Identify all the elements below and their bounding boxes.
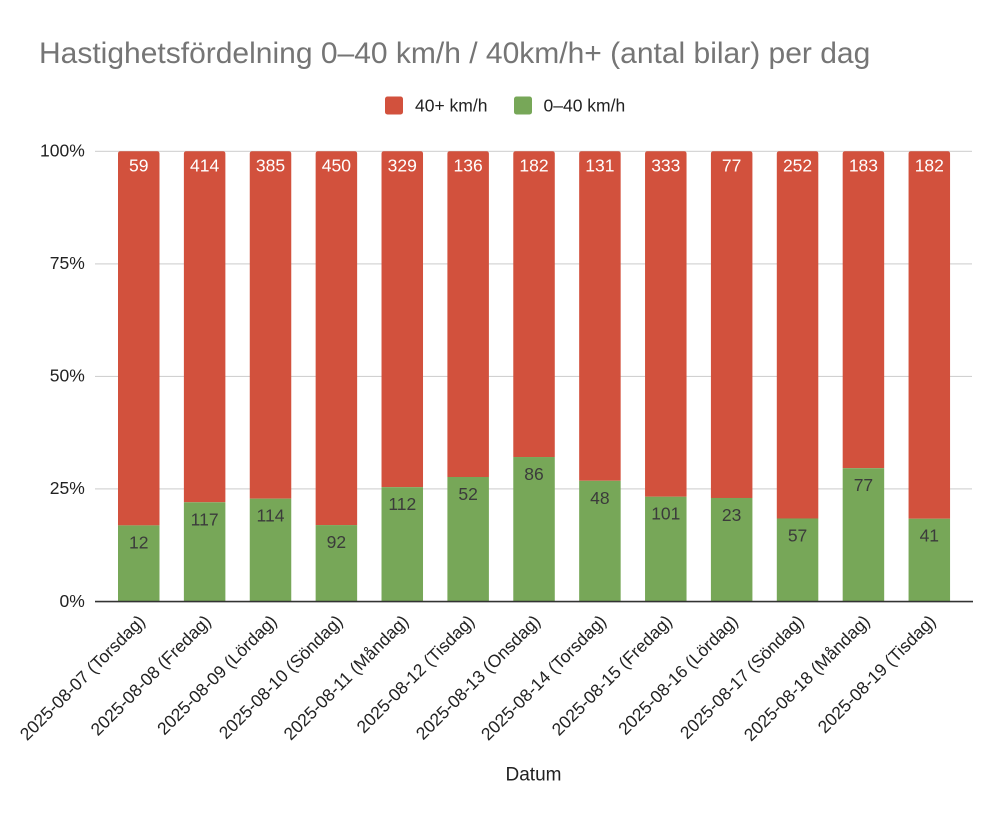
- svg-text:86: 86: [524, 464, 543, 484]
- svg-text:57: 57: [788, 526, 807, 546]
- svg-text:50%: 50%: [50, 366, 85, 386]
- svg-text:100%: 100%: [40, 141, 85, 161]
- svg-text:23: 23: [722, 505, 741, 525]
- svg-text:59: 59: [129, 156, 148, 176]
- svg-text:75%: 75%: [50, 253, 85, 273]
- svg-text:101: 101: [651, 504, 680, 524]
- svg-text:183: 183: [849, 156, 878, 176]
- svg-text:Datum: Datum: [506, 765, 562, 786]
- svg-text:0–40 km/h: 0–40 km/h: [544, 96, 626, 116]
- svg-text:25%: 25%: [50, 478, 85, 498]
- svg-text:131: 131: [585, 156, 614, 176]
- svg-text:12: 12: [129, 532, 148, 552]
- svg-text:450: 450: [322, 156, 351, 176]
- svg-text:333: 333: [651, 156, 680, 176]
- svg-text:114: 114: [257, 506, 285, 526]
- svg-text:77: 77: [854, 475, 873, 495]
- svg-text:77: 77: [722, 156, 741, 176]
- svg-text:252: 252: [783, 156, 812, 176]
- svg-text:Hastighetsfördelning 0–40 km/h: Hastighetsfördelning 0–40 km/h / 40km/h+…: [39, 37, 870, 70]
- svg-text:414: 414: [190, 156, 219, 176]
- svg-text:182: 182: [519, 156, 548, 176]
- svg-text:385: 385: [256, 156, 285, 176]
- svg-text:329: 329: [388, 156, 417, 176]
- svg-text:0%: 0%: [60, 591, 85, 611]
- svg-text:182: 182: [915, 156, 944, 176]
- svg-text:48: 48: [590, 488, 609, 508]
- svg-text:40+ km/h: 40+ km/h: [415, 96, 487, 116]
- svg-text:136: 136: [454, 156, 483, 176]
- svg-text:92: 92: [327, 532, 346, 552]
- svg-text:112: 112: [388, 494, 416, 514]
- svg-text:52: 52: [458, 484, 477, 504]
- svg-text:117: 117: [191, 509, 219, 529]
- svg-text:41: 41: [920, 526, 939, 546]
